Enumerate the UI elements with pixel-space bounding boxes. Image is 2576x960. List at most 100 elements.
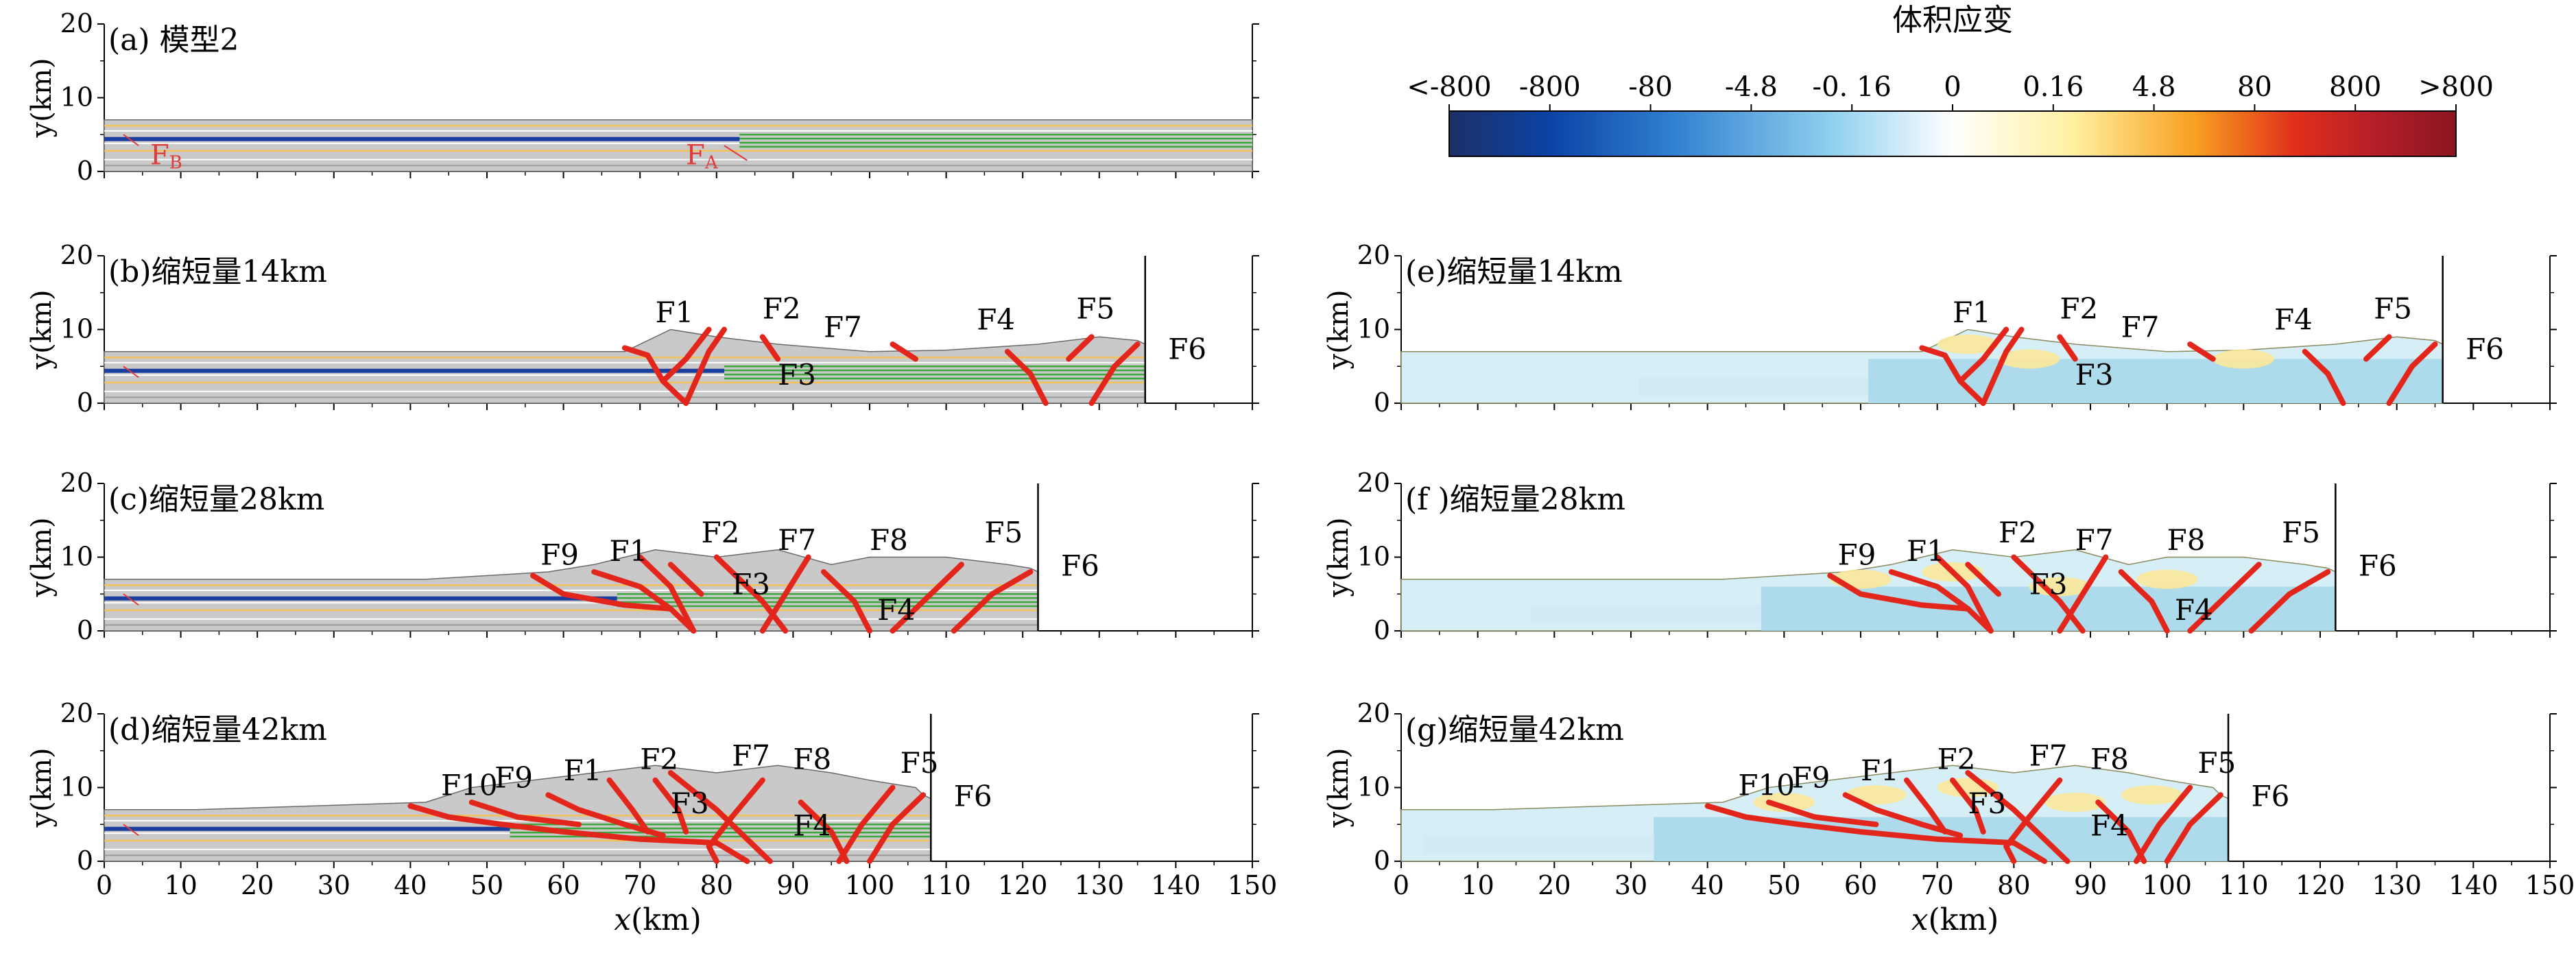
colorbar-tick-label: <-800 [1407,71,1491,103]
fb-mark-line [123,365,139,379]
colorbar: 体积应变 <-800 -800 -80 -4.8 -0. 16 0 0.16 4.8 80 800 >… [1407,3,2494,157]
fault-trace [798,800,850,864]
strain-speckle [1424,835,1654,854]
y-tick-label: 0 [1374,845,1390,876]
y-tick-label: 20 [60,240,93,270]
fault-trace [2363,334,2392,362]
strain-patch [1999,349,2060,369]
x-tick-label: 80 [1997,870,2030,900]
fault-trace [706,777,765,864]
x-axis-label-var: x [614,902,631,937]
panel-title: (g)缩短量42km [1405,712,1624,747]
x-axis-label: x(km) [1911,902,1999,937]
fault-trace [1004,348,1049,406]
x-tick-label: 110 [921,870,971,900]
x-tick-label: 70 [1920,870,1953,900]
fault-trace [2095,800,2147,864]
y-axis-label: y(km) [1323,748,1355,828]
fault-trace [637,554,697,634]
fa-mark-line [724,145,748,161]
fault-label: F4 [2274,303,2313,337]
label-fa: FA [686,139,719,173]
fault-label: F7 [732,739,770,772]
fault-trace [1934,554,1994,634]
fault-trace [759,554,811,634]
fault-label: F3 [778,358,816,392]
strain-speckle [1531,605,1761,624]
fault-trace [1827,573,1971,612]
x-tick-label: 60 [1844,870,1877,900]
panel-title: (a) 模型2 [108,23,239,58]
colorbar-tick-label: 800 [2329,71,2381,103]
fault-trace [667,770,773,864]
y-tick-label: 10 [1357,772,1390,802]
fault-trace [660,326,712,384]
x-tick-label: 150 [1228,870,1278,900]
fault-label: F3 [671,787,709,820]
fault-label: F2 [1999,516,2037,549]
strain-patch [2213,349,2274,369]
x-tick-label: 30 [318,870,350,900]
fb-mark-line [123,593,139,606]
x-tick-label: 20 [241,870,274,900]
x-tick-label: 120 [998,870,1048,900]
fault-label: F4 [793,808,831,842]
fault-label: F5 [2197,746,2236,780]
fault-label: F8 [870,523,908,557]
x-tick-label: 0 [96,870,112,900]
fault-label: F9 [540,538,579,571]
y-tick-label: 0 [77,387,93,418]
fault-label: F4 [877,593,916,627]
fault-trace [1704,803,2047,864]
fault-trace [836,784,896,864]
fault-label: F6 [2252,779,2290,813]
green-zone-bg [739,133,1252,148]
colorbar-tick-label: -0. 16 [1813,71,1892,103]
fault-trace [468,800,582,828]
fault-label: F6 [1168,333,1206,366]
label-fa-sub: A [704,152,719,173]
y-tick-label: 20 [60,698,93,728]
fault-label: F5 [1076,291,1114,325]
strain-patch [1753,793,1815,812]
y-axis-label: y(km) [1323,518,1355,598]
strain-patch [2121,785,2182,805]
fault-label: F3 [732,567,770,601]
y-tick-label: 0 [77,615,93,645]
fault-trace [2057,334,2078,362]
fault-trace [1950,777,1986,835]
fb-mark-line [123,134,139,147]
x-tick-label: 120 [2295,870,2346,900]
fault-trace [1919,345,1986,406]
strata-body [104,119,1253,172]
fault-label: F7 [2075,523,2114,557]
strain-speckle [1638,377,1869,396]
fault-label: F4 [2090,808,2129,842]
y-tick-label: 0 [77,156,93,186]
colorbar-title: 体积应变 [1892,3,2013,38]
fault-label: F8 [2167,523,2206,557]
fault-label: F1 [656,296,694,329]
fault-label: F7 [2121,310,2160,344]
fault-label: F8 [793,743,831,776]
y-tick-label: 0 [1374,615,1390,645]
fault-label: F10 [441,768,498,802]
x-tick-label: 20 [1538,870,1571,900]
x-axis-label-var: x [1911,902,1929,937]
fault-trace [890,341,918,362]
label-fb-main: F [150,139,169,171]
x-tick-label: 90 [2074,870,2107,900]
fault-label: F2 [763,291,801,325]
fault-trace [2011,554,2086,634]
colorbar-tick-label: >800 [2418,71,2494,103]
green-zone-bg [617,592,1038,608]
fault-label: F6 [2359,549,2397,582]
x-tick-label: 140 [1151,870,1201,900]
panel-e: 0 10 20y(km) F1 F2 F7 F4 F5 F6 F3 (e)缩短量14km [1323,240,2557,418]
fault-trace [867,792,927,864]
fault-label: F10 [1738,768,1795,802]
x-tick-label: 70 [623,870,656,900]
x-tick-label: 40 [394,870,427,900]
